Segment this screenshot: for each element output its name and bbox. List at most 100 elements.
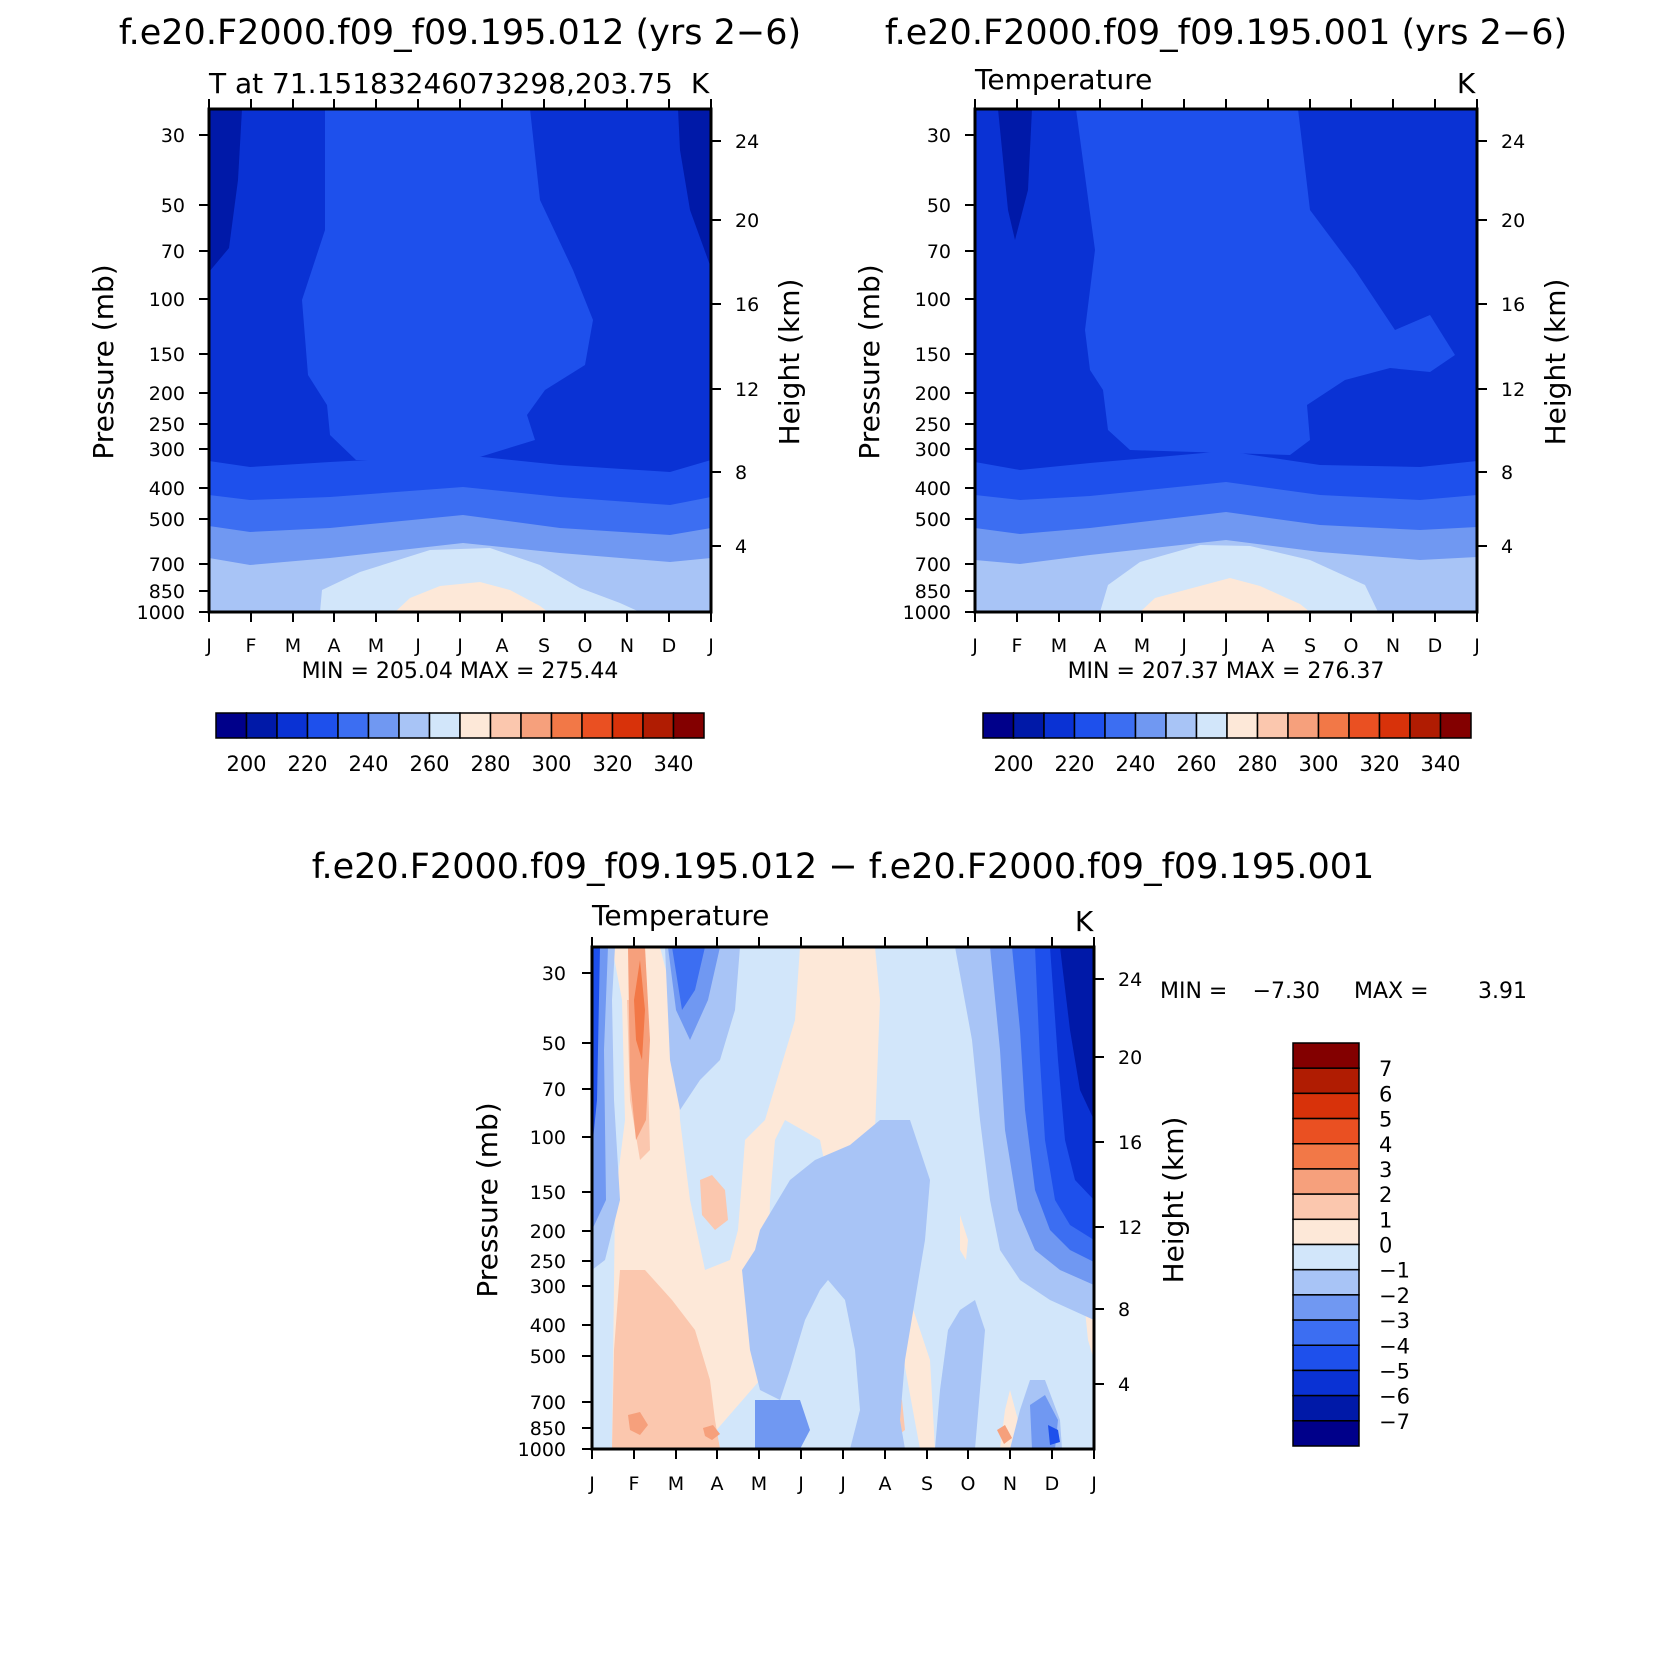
colorbar-swatch bbox=[428, 712, 461, 739]
colorbar-swatch bbox=[520, 712, 553, 739]
y2-tick-label: 24 bbox=[735, 131, 759, 153]
y-tick-label: 400 bbox=[915, 478, 951, 500]
colorbar-label: 320 bbox=[592, 752, 632, 776]
contour-fill bbox=[592, 947, 1094, 1449]
colorbar-swatch bbox=[1292, 1243, 1360, 1271]
y-tick-label: 30 bbox=[542, 963, 566, 985]
colorbar-swatch bbox=[276, 712, 309, 739]
min-label: MIN = bbox=[1160, 979, 1227, 1004]
x-tick-label: A bbox=[496, 635, 509, 657]
colorbar-swatch bbox=[550, 712, 583, 739]
y-tick-label: 300 bbox=[530, 1276, 566, 1298]
y2-tick-label: 8 bbox=[1501, 462, 1513, 484]
colorbar-swatch bbox=[1226, 712, 1259, 739]
y-tick-label: 100 bbox=[149, 289, 185, 311]
y2-axis: 24 20 16 12 8 4 bbox=[1094, 969, 1142, 1396]
y-tick-label: 100 bbox=[915, 289, 951, 311]
colorbar-swatch bbox=[1292, 1319, 1360, 1346]
x-tick-label: O bbox=[578, 635, 593, 657]
y-axis: 30 50 70 100 150 200 250 300 400 500 700… bbox=[903, 125, 975, 624]
y-tick-label: 50 bbox=[161, 195, 185, 217]
y-tick-label: 250 bbox=[915, 414, 951, 436]
colorbar-swatch bbox=[1292, 1344, 1360, 1372]
x-tick-label: J bbox=[588, 1473, 595, 1495]
x-tick-label: A bbox=[1262, 635, 1275, 657]
x-axis: J F M A M J J A S O N D J bbox=[971, 99, 1480, 657]
colorbar-swatch bbox=[1409, 712, 1442, 739]
colorbar-label: 260 bbox=[409, 752, 449, 776]
y2-tick-label: 20 bbox=[1501, 210, 1525, 232]
x-tick-label: O bbox=[961, 1473, 976, 1495]
colorbar-label: 1 bbox=[1379, 1208, 1392, 1232]
x-tick-label: J bbox=[707, 635, 714, 657]
y2-tick-label: 20 bbox=[735, 210, 759, 232]
x-tick-label: J bbox=[205, 635, 212, 657]
y2-tick-label: 24 bbox=[1501, 131, 1525, 153]
colorbar-swatch bbox=[1292, 1117, 1360, 1145]
y2-tick-label: 12 bbox=[735, 379, 759, 401]
x-tick-label: M bbox=[368, 635, 384, 657]
y-tick-label: 70 bbox=[161, 241, 185, 263]
y2-tick-label: 20 bbox=[1118, 1047, 1142, 1069]
colorbar-label: −7 bbox=[1379, 1410, 1410, 1434]
y-tick-label: 500 bbox=[915, 509, 951, 531]
x-tick-label: S bbox=[538, 635, 550, 657]
x-tick-label: J bbox=[797, 1473, 804, 1495]
colorbar-label: 4 bbox=[1379, 1133, 1392, 1157]
y-tick-label: 70 bbox=[927, 241, 951, 263]
contour-fill bbox=[209, 109, 711, 612]
colorbar-label: 200 bbox=[993, 752, 1033, 776]
x-axis: J F M A M J J A S O N D J bbox=[588, 937, 1097, 1495]
y2-tick-label: 16 bbox=[1118, 1132, 1142, 1154]
colorbar-swatch bbox=[1292, 1369, 1360, 1397]
y2-axis-label: Height (km) bbox=[1539, 279, 1572, 446]
y-tick-label: 30 bbox=[927, 125, 951, 147]
y-tick-label: 200 bbox=[530, 1221, 566, 1243]
colorbar-swatch bbox=[982, 712, 1015, 739]
colorbar-swatch bbox=[1292, 1268, 1360, 1296]
y2-tick-label: 24 bbox=[1118, 969, 1142, 991]
panel-units-label: K bbox=[1457, 67, 1476, 100]
y-tick-label: 850 bbox=[149, 581, 185, 603]
x-tick-label: J bbox=[839, 1473, 846, 1495]
colorbar-swatch bbox=[1043, 712, 1076, 739]
y-tick-label: 200 bbox=[149, 383, 185, 405]
x-tick-label: A bbox=[1094, 635, 1107, 657]
colorbar-label: −6 bbox=[1379, 1385, 1410, 1409]
y-tick-label: 30 bbox=[161, 125, 185, 147]
colorbar-swatch bbox=[1439, 712, 1472, 739]
y-tick-label: 200 bbox=[915, 383, 951, 405]
max-label: MAX = bbox=[1354, 979, 1429, 1004]
min-max-readout: MIN = 205.04 MAX = 275.44 bbox=[302, 659, 619, 684]
colorbar-label: 340 bbox=[1420, 752, 1460, 776]
colorbar-label: −1 bbox=[1379, 1259, 1410, 1283]
colorbar-swatch bbox=[1287, 712, 1320, 739]
colorbar-swatch bbox=[1292, 1092, 1360, 1120]
y2-tick-label: 4 bbox=[1118, 1374, 1130, 1396]
y-axis: 30 50 70 100 150 200 250 300 400 500 700… bbox=[137, 125, 209, 624]
y-tick-label: 1000 bbox=[903, 602, 951, 624]
y-axis-label: Pressure (mb) bbox=[853, 264, 886, 459]
y-tick-label: 70 bbox=[542, 1079, 566, 1101]
colorbar-label: −3 bbox=[1379, 1309, 1410, 1333]
panel-top-right: f.e20.F2000.f09_f09.195.001 (yrs 2−6) Te… bbox=[853, 13, 1572, 776]
colorbar-label: 240 bbox=[348, 752, 388, 776]
y-tick-label: 1000 bbox=[137, 602, 185, 624]
x-tick-label: J bbox=[1473, 635, 1480, 657]
x-tick-label: M bbox=[668, 1473, 684, 1495]
x-tick-label: D bbox=[662, 635, 677, 657]
colorbar-swatch bbox=[489, 712, 522, 739]
y2-tick-label: 4 bbox=[1501, 536, 1513, 558]
colorbar-swatch bbox=[672, 712, 705, 739]
colorbar-label: 7 bbox=[1379, 1057, 1392, 1081]
min-max-readout: MIN = 207.37 MAX = 276.37 bbox=[1068, 659, 1385, 684]
y2-tick-label: 8 bbox=[1118, 1299, 1130, 1321]
y2-tick-label: 12 bbox=[1118, 1217, 1142, 1239]
colorbar-label: 200 bbox=[226, 752, 266, 776]
x-tick-label: M bbox=[751, 1473, 767, 1495]
colorbar-swatch bbox=[1073, 712, 1106, 739]
colorbar-label: 300 bbox=[1298, 752, 1338, 776]
x-tick-label: M bbox=[285, 635, 301, 657]
colorbar-label: −5 bbox=[1379, 1359, 1410, 1383]
